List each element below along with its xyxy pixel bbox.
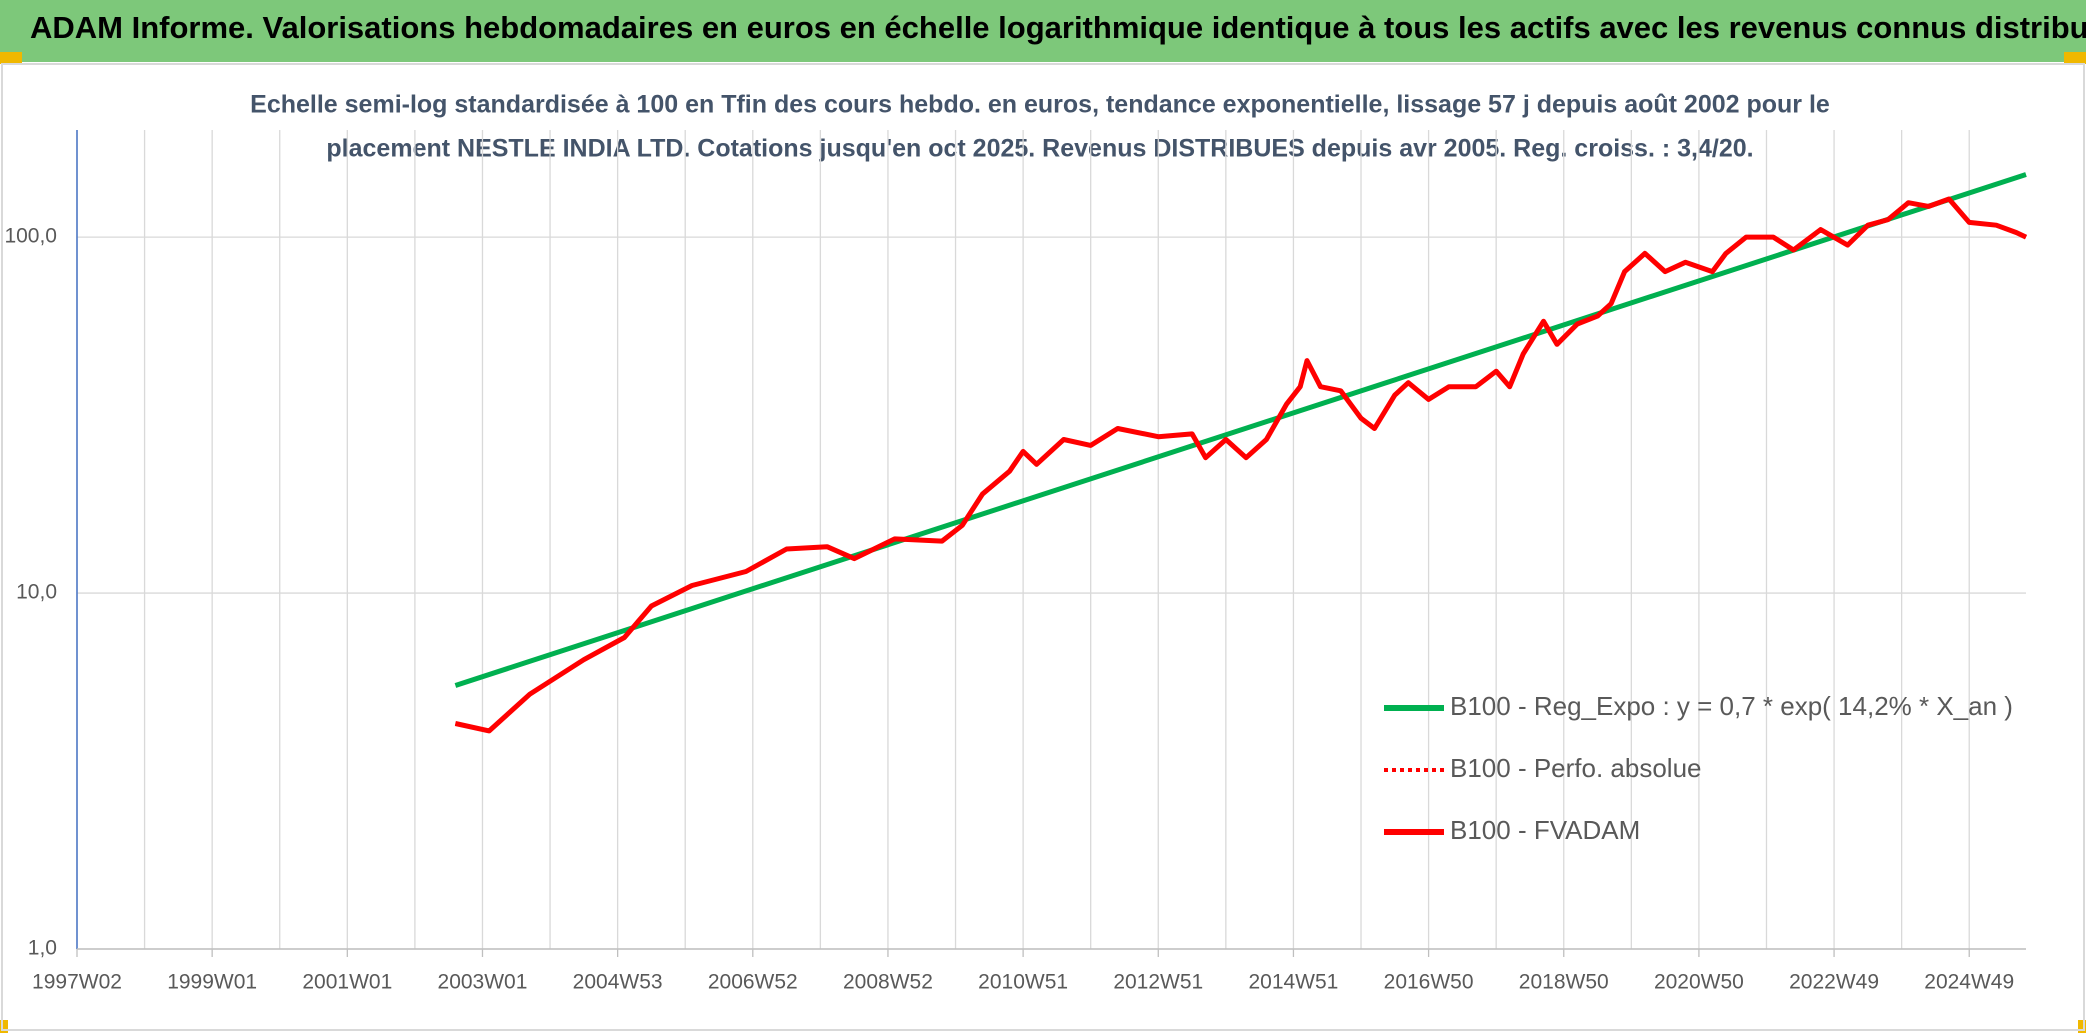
page-title: ADAM Informe. Valorisations hebdomadaire… — [30, 10, 2086, 45]
chart-subtitle: placement NESTLE INDIA LTD. Cotations ju… — [326, 135, 1753, 163]
y-tick-label: 1,0 — [28, 937, 57, 960]
series-line — [454, 172, 2027, 688]
x-tick-label: 2010W51 — [978, 971, 1068, 994]
x-tick-label: 2008W52 — [843, 971, 933, 994]
x-tick-label: 2001W01 — [302, 971, 392, 994]
y-tick-label: 100,0 — [4, 225, 57, 248]
x-tick-label: 2020W50 — [1654, 971, 1744, 994]
x-tick-label: 2012W51 — [1113, 971, 1203, 994]
x-tick-label: 2016W50 — [1384, 971, 1474, 994]
corner — [2064, 52, 2086, 64]
legend-label: B100 - Reg_Expo : y = 0,7 * exp( 14,2% *… — [1450, 691, 2013, 721]
x-tick-label: 1997W02 — [32, 971, 122, 994]
x-tick-label: 2006W52 — [708, 971, 798, 994]
series-line — [454, 196, 2028, 734]
chart-subtitle: Echelle semi-log standardisée à 100 en T… — [250, 91, 1830, 119]
x-tick-label: 2014W51 — [1248, 971, 1338, 994]
x-tick-label: 1999W01 — [167, 971, 257, 994]
corner — [2078, 1020, 2086, 1033]
x-tick-label: 2022W49 — [1789, 971, 1879, 994]
header-bar — [0, 0, 2086, 62]
legend-label: B100 - FVADAM — [1450, 815, 1640, 845]
y-tick-label: 10,0 — [16, 581, 57, 604]
x-tick-label: 2004W53 — [573, 971, 663, 994]
x-tick-label: 2024W49 — [1924, 971, 2014, 994]
frame — [1, 63, 2085, 1031]
corner — [0, 1020, 8, 1033]
corner — [0, 52, 22, 64]
legend-label: B100 - Perfo. absolue — [1450, 753, 1702, 783]
x-tick-label: 2003W01 — [438, 971, 528, 994]
x-tick-label: 2018W50 — [1519, 971, 1609, 994]
